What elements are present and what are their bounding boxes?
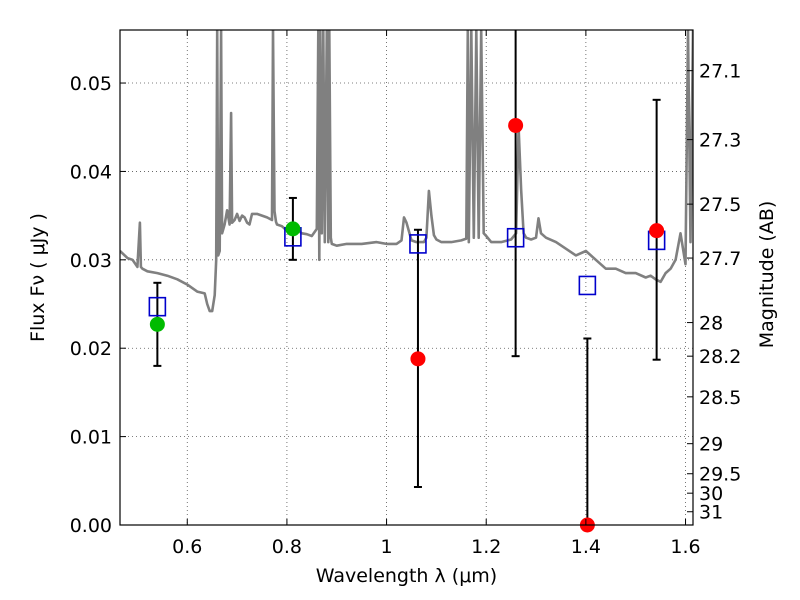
red-data-point — [410, 351, 426, 367]
spectrum-line — [120, 30, 693, 313]
model-photometry-square — [578, 275, 597, 296]
x-axis-title: Wavelength λ (μm) — [316, 565, 497, 587]
y2-tick-label: 31 — [699, 502, 723, 524]
y-tick-label: 0.03 — [70, 250, 112, 272]
plot-frame — [119, 29, 694, 526]
y-tick-label: 0.02 — [70, 338, 112, 360]
model-spectrum — [120, 30, 693, 313]
y2-tick-label: 30 — [699, 483, 723, 505]
y2-tick-label: 27.5 — [699, 194, 741, 216]
axes: 0.6 0.8 1 1.2 1.4 1.6 0.00 0.01 0.02 0.03 0.04 0.05… — [70, 30, 741, 558]
x-tick-label: 0.6 — [172, 536, 202, 558]
y2-tick-label: 29 — [699, 434, 723, 456]
y-axis-title: Flux Fν ( μJy ) — [27, 213, 49, 342]
errorbars — [153, 30, 661, 525]
red-data-point — [649, 223, 665, 239]
model-photometry-square — [409, 234, 427, 254]
x-tick-label: 0.8 — [272, 536, 302, 558]
x-tick-label: 1.2 — [471, 536, 501, 558]
y2-tick-label: 27.3 — [699, 130, 741, 152]
y2-tick-label: 29.5 — [699, 464, 741, 486]
x-tick-label: 1 — [381, 536, 393, 558]
y2-tick-label: 28.2 — [699, 346, 741, 368]
y2-tick-label: 27.1 — [699, 61, 741, 83]
markers — [148, 117, 666, 533]
model-photometry-square — [506, 227, 525, 248]
x-tick-label: 1.6 — [670, 536, 700, 558]
y-tick-label: 0.01 — [70, 427, 112, 449]
x-tick-label: 1.4 — [571, 536, 601, 558]
y2-tick-label: 28.5 — [699, 387, 741, 409]
model-photometry-square — [148, 296, 167, 317]
green-data-point — [149, 316, 165, 332]
y2-axis-title: Magnitude (AB) — [756, 201, 778, 349]
y-tick-label: 0.00 — [70, 515, 112, 537]
red-data-point — [508, 117, 524, 133]
y2-tick-label: 27.7 — [699, 248, 741, 270]
y-tick-label: 0.05 — [70, 73, 112, 95]
y-tick-label: 0.04 — [70, 161, 112, 183]
y2-tick-label: 28 — [699, 313, 723, 335]
grid — [120, 30, 693, 526]
green-data-point — [285, 221, 301, 237]
